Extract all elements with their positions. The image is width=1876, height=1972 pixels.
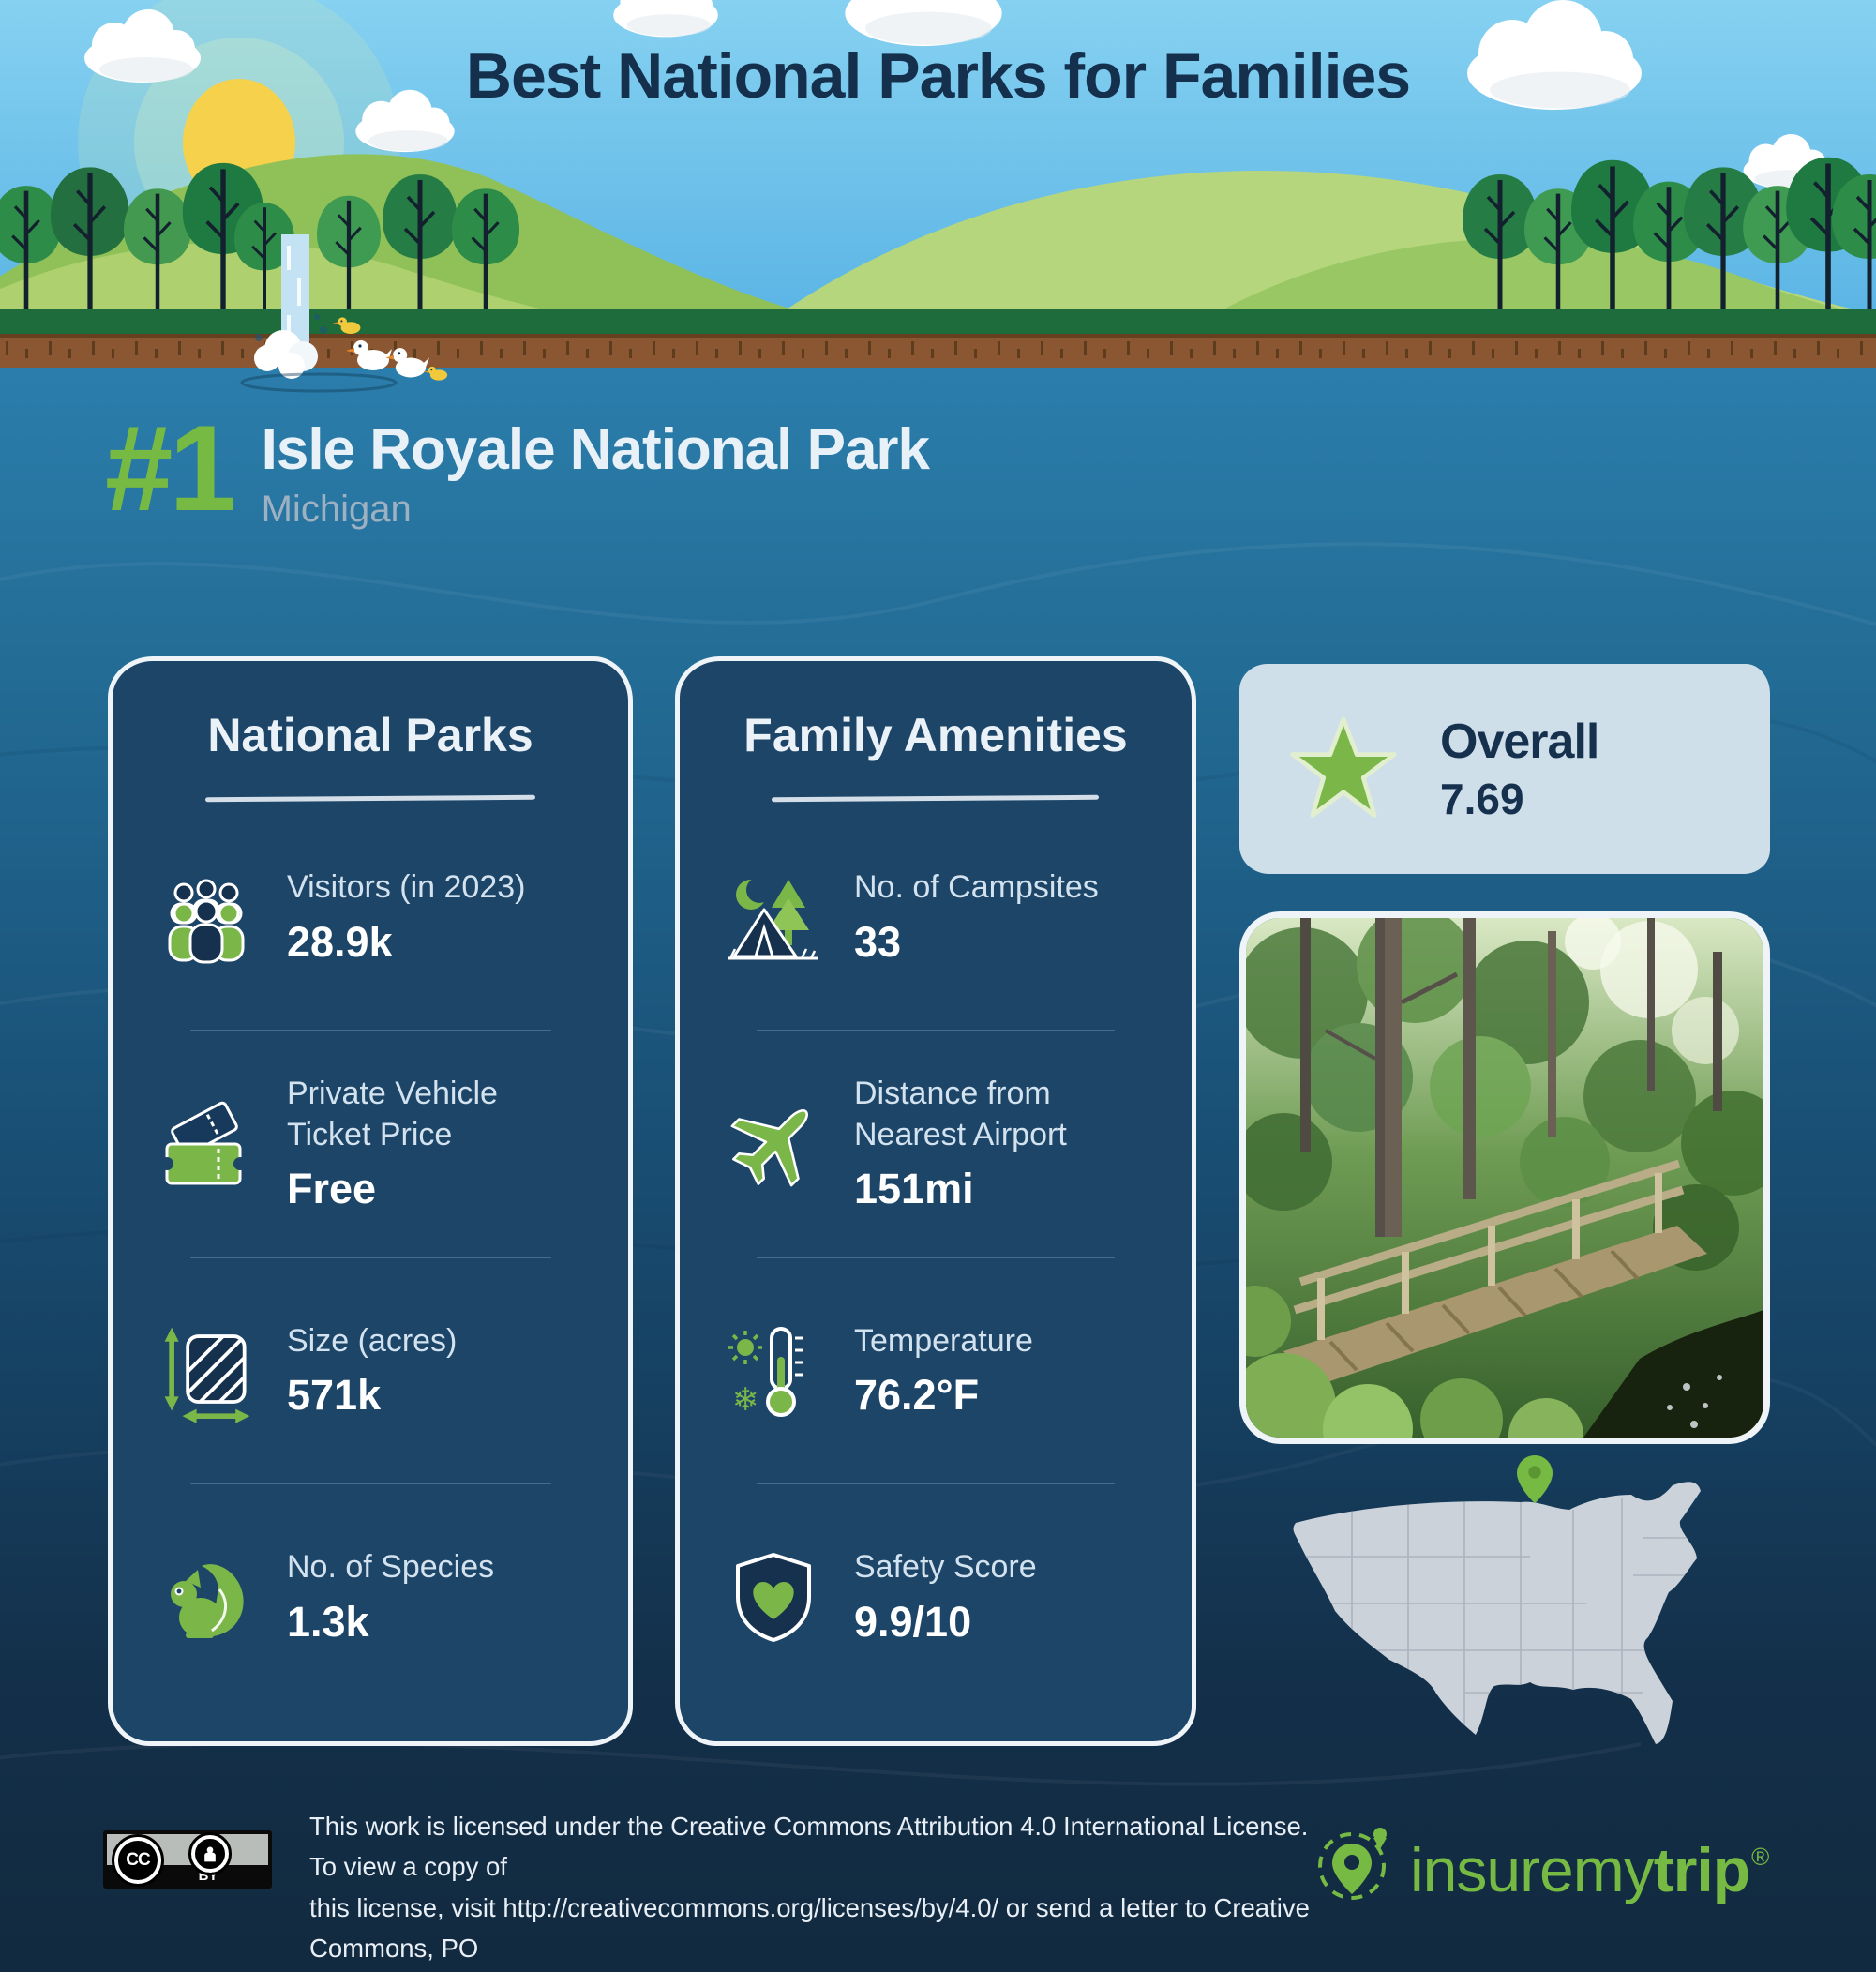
stat-row-campsites: No. of Campsites 33 (680, 805, 1192, 1030)
row-divider (756, 1256, 1116, 1258)
overall-score: 7.69 (1440, 775, 1524, 823)
logo-pin-icon (1311, 1823, 1397, 1917)
stat-row-safety: Safety Score 9.9/10 (680, 1484, 1192, 1709)
stat-label: Private Vehicle Ticket Price (287, 1076, 498, 1152)
stat-value: Free (287, 1165, 377, 1213)
stat-row-species: No. of Species 1.3k (113, 1484, 628, 1709)
stat-value: 76.2°F (854, 1371, 980, 1420)
cc-person-icon (188, 1832, 232, 1875)
waterfall (240, 234, 398, 393)
usa-map (1239, 1453, 1794, 1784)
stat-label: Temperature (854, 1322, 1033, 1359)
license-line: This work is licensed under the Creative… (309, 1812, 1309, 1882)
stat-label: Distance from Nearest Airport (854, 1076, 1067, 1152)
overall-score-badge: Overall 7.69 (1239, 664, 1770, 874)
stat-row-visitors: Visitors (in 2023) 28.9k (113, 805, 628, 1030)
park-photo (1239, 911, 1770, 1444)
stat-label: No. of Campsites (854, 869, 1099, 906)
rank-number: #1 (105, 399, 237, 536)
usa-map-shape (1293, 1482, 1701, 1744)
card-divider (204, 794, 536, 803)
stat-row-size: Size (acres) 571k (113, 1258, 628, 1483)
stat-label: Visitors (in 2023) (287, 869, 526, 906)
visitors-icon (154, 870, 259, 964)
airplane-icon (721, 1095, 826, 1193)
ticket-icon (154, 1097, 259, 1191)
grass-strip (0, 309, 1876, 334)
row-divider (756, 1029, 1116, 1031)
stat-value: 571k (287, 1371, 382, 1420)
national-parks-card: National Parks (108, 656, 633, 1746)
stat-value: 28.9k (287, 917, 393, 966)
overall-label: Overall (1440, 715, 1599, 769)
stat-label: No. of Species (287, 1549, 495, 1586)
stat-value: 33 (854, 917, 902, 966)
stat-label: Size (acres) (287, 1322, 458, 1359)
card-title: National Parks (207, 709, 533, 761)
duck-icon (332, 317, 448, 381)
stat-row-ticket-price: Private Vehicle Ticket Price Free (113, 1031, 628, 1257)
park-name: Isle Royale National Park (261, 417, 930, 482)
cc-icon: CC (112, 1834, 164, 1887)
insuremytrip-logo: insuremytrip® (1311, 1823, 1769, 1917)
registered-mark: ® (1751, 1843, 1769, 1871)
size-icon (154, 1317, 259, 1424)
row-divider (189, 1483, 551, 1485)
rank-heading: #1 Isle Royale National Park Michigan (105, 399, 930, 536)
park-state: Michigan (261, 489, 412, 530)
license-text: This work is licensed under the Creative… (309, 1806, 1313, 1972)
stat-value: 1.3k (287, 1597, 369, 1646)
star-icon (1288, 714, 1399, 824)
stat-value: 9.9/10 (854, 1597, 972, 1646)
row-divider (189, 1029, 551, 1031)
temperature-icon: ❄ (721, 1321, 826, 1419)
svg-text:❄: ❄ (732, 1381, 759, 1419)
stat-value: 151mi (854, 1165, 974, 1213)
cc-by-badge: BY CC (103, 1830, 272, 1889)
map-pin-icon (1517, 1455, 1553, 1504)
license-line: this license, visit http://creativecommo… (309, 1892, 1310, 1964)
stat-row-airport-distance: Distance from Nearest Airport 151mi (680, 1031, 1192, 1257)
stat-label: Safety Score (854, 1549, 1037, 1586)
family-amenities-card: Family Amenities (675, 656, 1196, 1746)
row-divider (756, 1483, 1116, 1485)
landscape-scene (0, 0, 1876, 393)
card-title: Family Amenities (743, 709, 1128, 761)
row-divider (189, 1256, 551, 1258)
stat-row-temperature: ❄ Temperature 76.2°F (680, 1258, 1192, 1483)
shield-heart-icon (721, 1550, 826, 1644)
page-title: Best National Parks for Families (465, 40, 1411, 112)
campsite-icon (721, 870, 826, 964)
logo-text: insuremytrip® (1410, 1835, 1769, 1904)
card-divider (772, 794, 1100, 803)
squirrel-icon (154, 1550, 259, 1644)
